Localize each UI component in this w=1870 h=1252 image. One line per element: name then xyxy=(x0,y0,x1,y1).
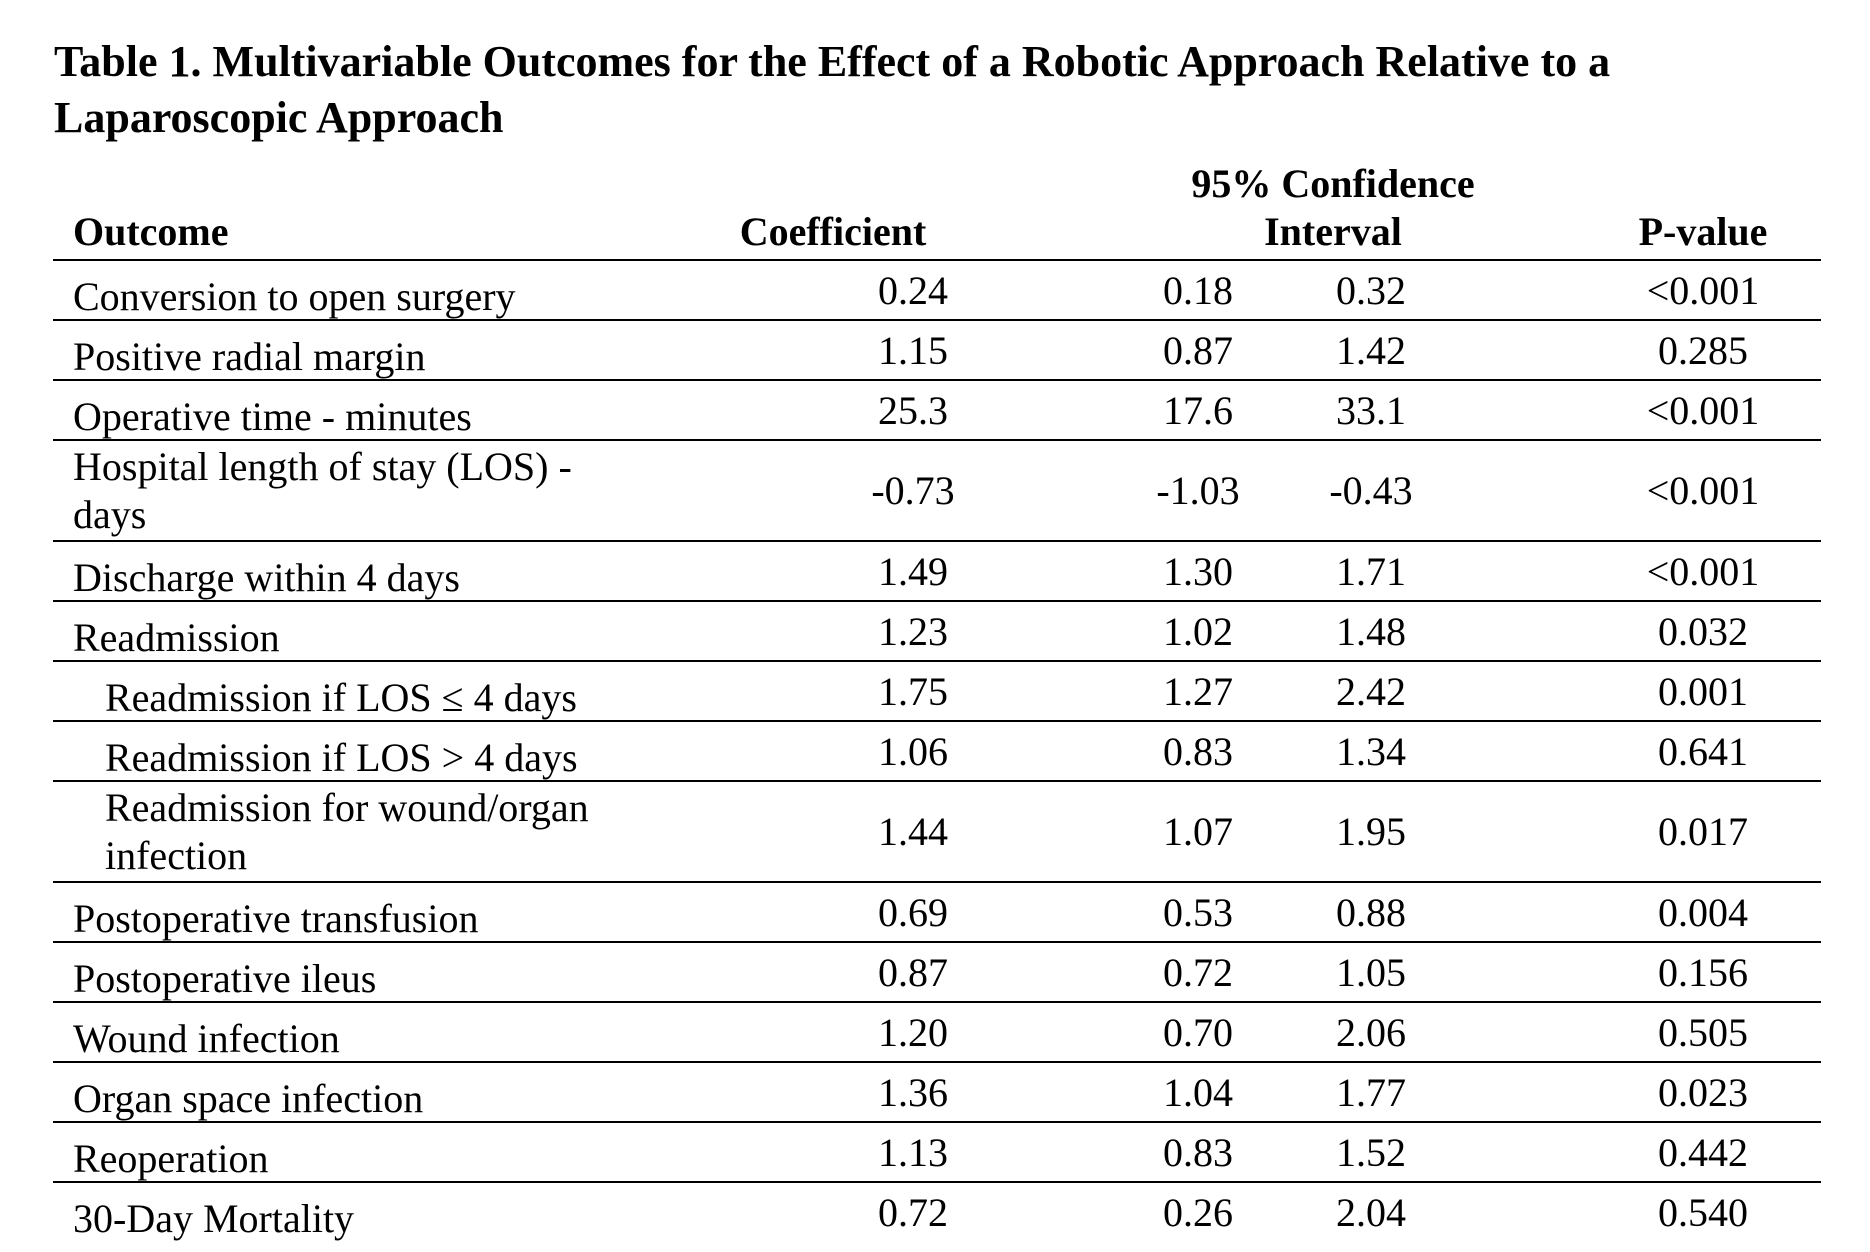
row-coefficient: -0.73 xyxy=(871,468,955,513)
row-coefficient: 0.87 xyxy=(878,950,948,995)
row-ci-high: 1.95 xyxy=(1336,809,1406,854)
row-pvalue: 0.023 xyxy=(1658,1070,1748,1115)
table-row: Conversion to open surgery 0.24 0.18 0.3… xyxy=(53,261,1821,321)
row-outcome: Readmission for wound/organ infection xyxy=(105,785,589,878)
row-ci-high: 0.32 xyxy=(1336,268,1406,313)
row-outcome: Discharge within 4 days xyxy=(73,555,460,600)
row-outcome: 30-Day Mortality xyxy=(73,1196,355,1241)
table-row: Readmission if LOS > 4 days 1.06 0.83 1.… xyxy=(53,722,1821,782)
row-coefficient: 1.15 xyxy=(878,328,948,373)
row-ci-high: 0.88 xyxy=(1336,890,1406,935)
row-outcome: Readmission if LOS > 4 days xyxy=(105,735,578,780)
row-ci-high: 1.77 xyxy=(1336,1070,1406,1115)
row-ci-low: 0.53 xyxy=(1163,890,1233,935)
row-coefficient: 1.20 xyxy=(878,1010,948,1055)
table-row: Discharge within 4 days 1.49 1.30 1.71 <… xyxy=(53,542,1821,602)
row-outcome: Readmission if LOS ≤ 4 days xyxy=(105,675,577,720)
row-ci-high: 2.04 xyxy=(1336,1190,1406,1235)
row-outcome: Postoperative ileus xyxy=(73,956,377,1001)
row-coefficient: 1.36 xyxy=(878,1070,948,1115)
row-ci-low: 0.72 xyxy=(1163,950,1233,995)
row-outcome: Organ space infection xyxy=(73,1076,424,1121)
row-ci-low: 1.07 xyxy=(1163,809,1233,854)
header-outcome: Outcome xyxy=(73,209,229,254)
row-ci-low: 1.02 xyxy=(1163,609,1233,654)
row-pvalue: 0.032 xyxy=(1658,609,1748,654)
row-coefficient: 1.23 xyxy=(878,609,948,654)
row-ci-high: 1.71 xyxy=(1336,549,1406,594)
row-pvalue: 0.001 xyxy=(1658,669,1748,714)
table-row: Positive radial margin 1.15 0.87 1.42 0.… xyxy=(53,321,1821,381)
table-row: Readmission 1.23 1.02 1.48 0.032 xyxy=(53,602,1821,662)
table-title: Table 1. Multivariable Outcomes for the … xyxy=(54,37,1611,142)
row-ci-low: 0.87 xyxy=(1163,328,1233,373)
row-pvalue: <0.001 xyxy=(1646,388,1760,433)
header-confidence-interval: 95% Confidence Interval xyxy=(1083,160,1583,256)
row-ci-high: 1.42 xyxy=(1336,328,1406,373)
row-pvalue: 0.004 xyxy=(1658,890,1748,935)
row-ci-high: 1.48 xyxy=(1336,609,1406,654)
row-outcome: Positive radial margin xyxy=(73,334,426,379)
row-pvalue: <0.001 xyxy=(1646,268,1760,313)
table-row: Hospital length of stay (LOS) - days -0.… xyxy=(53,441,1821,542)
row-ci-low: 0.18 xyxy=(1163,268,1233,313)
row-pvalue: 0.442 xyxy=(1658,1130,1748,1175)
table-row: Readmission for wound/organ infection 1.… xyxy=(53,782,1821,883)
table-row: Postoperative ileus 0.87 0.72 1.05 0.156 xyxy=(53,943,1821,1003)
table-row: Operative time - minutes 25.3 17.6 33.1 … xyxy=(53,381,1821,441)
row-ci-low: 0.83 xyxy=(1163,1130,1233,1175)
row-ci-low: 1.04 xyxy=(1163,1070,1233,1115)
row-outcome: Reoperation xyxy=(73,1136,269,1181)
row-pvalue: 0.156 xyxy=(1658,950,1748,995)
header-ci-line2: Interval xyxy=(1264,209,1402,254)
header-ci-line1: 95% Confidence xyxy=(1191,161,1475,206)
row-coefficient: 1.75 xyxy=(878,669,948,714)
table-row: Organ space infection 1.36 1.04 1.77 0.0… xyxy=(53,1063,1821,1123)
row-ci-low: 0.70 xyxy=(1163,1010,1233,1055)
table-row: Wound infection 1.20 0.70 2.06 0.505 xyxy=(53,1003,1821,1063)
header-coefficient: Coefficient xyxy=(739,209,927,254)
row-pvalue: 0.505 xyxy=(1658,1010,1748,1055)
row-ci-high: 1.05 xyxy=(1336,950,1406,995)
row-coefficient: 0.72 xyxy=(878,1190,948,1235)
table-row: Postoperative transfusion 0.69 0.53 0.88… xyxy=(53,883,1821,943)
row-outcome: Hospital length of stay (LOS) - days xyxy=(73,444,572,537)
row-pvalue: <0.001 xyxy=(1646,549,1760,594)
row-pvalue: 0.285 xyxy=(1658,328,1748,373)
row-outcome: Wound infection xyxy=(73,1016,340,1061)
table-row: 30-Day Mortality 0.72 0.26 2.04 0.540 xyxy=(53,1183,1821,1243)
row-coefficient: 1.49 xyxy=(878,549,948,594)
row-ci-high: 2.06 xyxy=(1336,1010,1406,1055)
row-coefficient: 0.24 xyxy=(878,268,948,313)
row-ci-high: -0.43 xyxy=(1329,468,1413,513)
row-outcome: Operative time - minutes xyxy=(73,394,472,439)
row-pvalue: 0.641 xyxy=(1658,729,1748,774)
outcomes-table: Outcome Coefficient 95% Confidence Inter… xyxy=(53,160,1821,1243)
row-ci-low: 1.30 xyxy=(1163,549,1233,594)
row-ci-low: 1.27 xyxy=(1163,669,1233,714)
row-ci-low: -1.03 xyxy=(1156,468,1240,513)
row-pvalue: 0.540 xyxy=(1658,1190,1748,1235)
header-pvalue: P-value xyxy=(1638,209,1768,254)
row-coefficient: 0.69 xyxy=(878,890,948,935)
row-ci-high: 1.52 xyxy=(1336,1130,1406,1175)
row-ci-high: 33.1 xyxy=(1336,388,1406,433)
row-outcome: Readmission xyxy=(73,615,280,660)
table-header: Outcome Coefficient 95% Confidence Inter… xyxy=(53,160,1821,261)
row-ci-low: 0.26 xyxy=(1163,1190,1233,1235)
row-ci-low: 17.6 xyxy=(1163,388,1233,433)
row-coefficient: 1.06 xyxy=(878,729,948,774)
row-pvalue: <0.001 xyxy=(1646,468,1760,513)
table-row: Readmission if LOS ≤ 4 days 1.75 1.27 2.… xyxy=(53,662,1821,722)
row-coefficient: 25.3 xyxy=(878,388,948,433)
table-row: Reoperation 1.13 0.83 1.52 0.442 xyxy=(53,1123,1821,1183)
row-pvalue: 0.017 xyxy=(1658,809,1748,854)
row-coefficient: 1.13 xyxy=(878,1130,948,1175)
row-ci-high: 2.42 xyxy=(1336,669,1406,714)
row-ci-high: 1.34 xyxy=(1336,729,1406,774)
row-outcome: Postoperative transfusion xyxy=(73,896,479,941)
row-outcome: Conversion to open surgery xyxy=(73,274,516,319)
row-coefficient: 1.44 xyxy=(878,809,948,854)
row-ci-low: 0.83 xyxy=(1163,729,1233,774)
